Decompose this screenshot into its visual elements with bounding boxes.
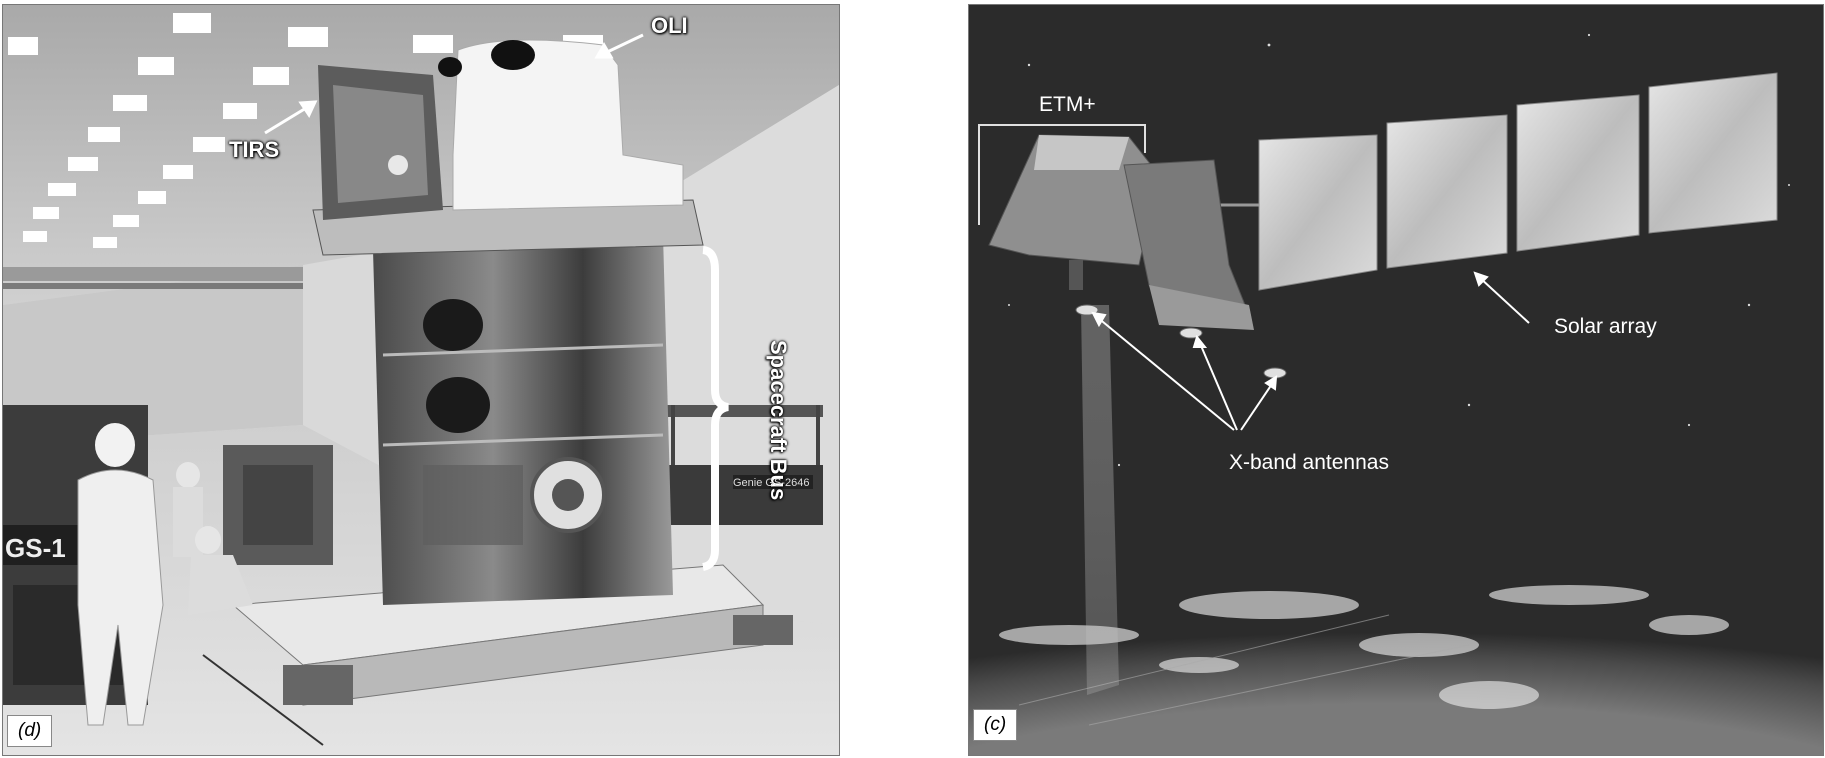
- label-arrows-c: [1091, 271, 1530, 431]
- scissor-lift: [663, 405, 823, 525]
- etm-bracket: [978, 124, 1146, 225]
- spacecraft-body: [988, 134, 1254, 330]
- solar-array-label: Solar array: [1554, 315, 1657, 338]
- cart-text: Genie GS-2646: [733, 477, 810, 489]
- cleanroom-photo-panel: OLI TIRS Spacecraft Bus Genie GS-2646 GS…: [2, 4, 840, 756]
- lift-text: GS-1: [5, 533, 66, 563]
- tirs-instrument: [318, 65, 443, 220]
- stars: [1008, 33, 1790, 467]
- oli-label: OLI: [651, 13, 688, 38]
- imaging-beam: [1081, 305, 1119, 695]
- panel-tag-d: (d): [7, 715, 53, 747]
- xband-antennas-label: X-band antennas: [1229, 451, 1389, 474]
- oli-instrument: [438, 39, 684, 211]
- ceiling-lights: [8, 13, 603, 248]
- solar-array: [1219, 72, 1778, 291]
- etm-label: ETM+: [1039, 93, 1096, 116]
- technicians: [77, 423, 253, 726]
- panel-tag-c: (c): [973, 709, 1018, 741]
- label-arrows: [264, 33, 644, 135]
- spacecraft-bus: [373, 235, 673, 605]
- clouds: [999, 585, 1729, 709]
- bus-bracket: [702, 246, 729, 571]
- cleanroom-photo: [3, 5, 839, 755]
- satellite-render: [969, 33, 1823, 755]
- tirs-label: TIRS: [229, 137, 280, 162]
- satellite-render-panel: ETM+ Solar array X-band antennas (c): [968, 4, 1824, 756]
